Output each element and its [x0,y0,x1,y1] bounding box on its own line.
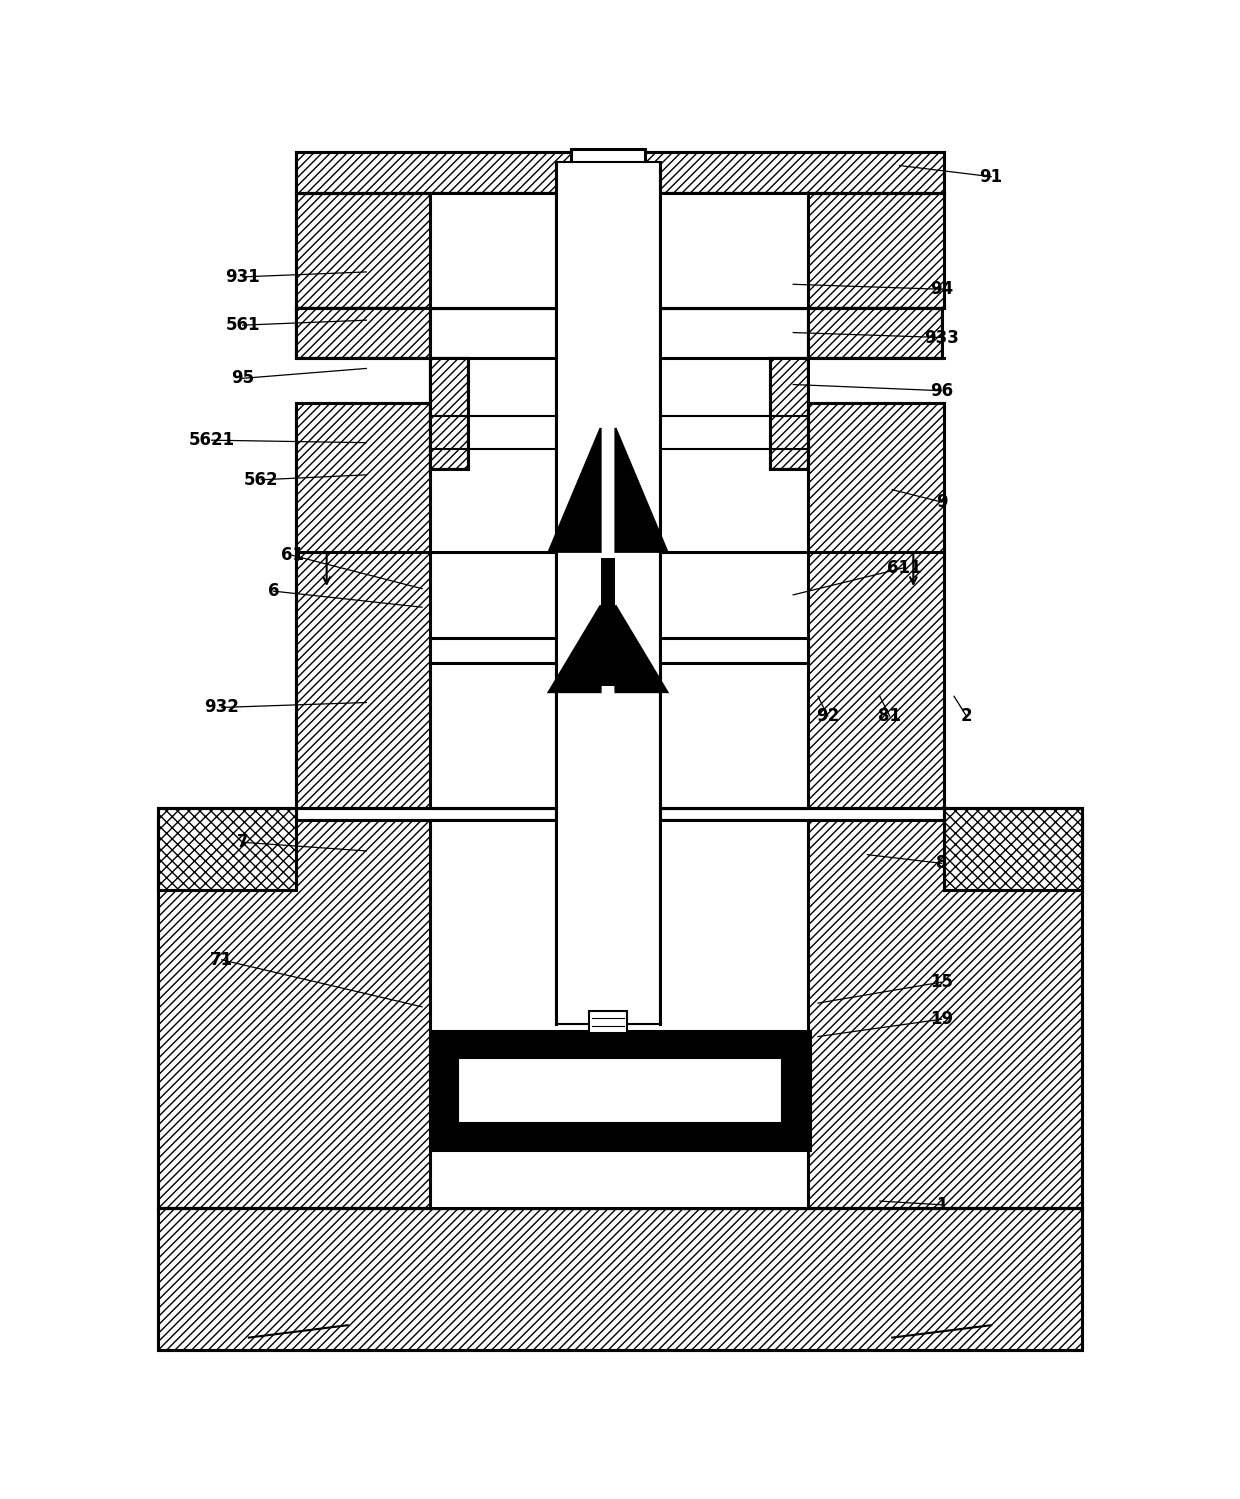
Bar [807,309,942,358]
Bar [770,358,807,469]
Bar [430,358,467,469]
Bar [430,358,467,469]
Bar [295,403,945,808]
Bar [295,309,430,358]
Polygon shape [615,429,667,552]
Text: 94: 94 [930,280,954,298]
Bar [600,558,615,687]
Text: 19: 19 [930,1010,954,1028]
Bar [575,154,640,190]
Bar [295,193,945,309]
Bar [430,820,807,1208]
Bar [467,358,770,469]
Polygon shape [548,429,600,552]
Text: 931: 931 [226,268,260,286]
Bar [157,808,295,890]
Bar [945,808,1083,890]
Bar [430,1030,810,1150]
Bar [157,820,1083,1208]
Bar [770,358,807,469]
Text: 7: 7 [237,833,248,851]
Bar [295,151,945,193]
Text: 6: 6 [268,582,279,600]
Bar [157,820,1083,1208]
Bar [807,309,942,358]
Bar [157,808,295,890]
Bar [430,639,807,663]
Bar [157,1208,1083,1351]
Bar [945,808,1083,890]
Bar [945,808,1083,890]
Bar [295,151,945,193]
Bar [430,358,467,469]
Bar [157,808,295,890]
Text: 561: 561 [226,316,260,334]
Bar [807,309,942,358]
Bar [430,403,807,808]
Bar [770,358,807,469]
Bar [570,148,645,193]
Bar [575,154,640,190]
Text: 95: 95 [231,369,254,387]
Bar [295,309,430,358]
Bar [295,193,945,309]
Text: 92: 92 [816,708,839,726]
Text: 81: 81 [878,708,901,726]
Text: 9: 9 [936,493,947,511]
Bar [430,193,807,309]
Polygon shape [548,606,600,693]
Text: 611: 611 [888,559,921,577]
Text: 8: 8 [936,854,947,872]
Text: 91: 91 [980,168,1003,186]
Bar [575,154,640,190]
Bar [807,309,942,358]
Bar [295,309,430,358]
Text: 15: 15 [930,973,954,991]
Text: 562: 562 [244,471,279,489]
Text: 71: 71 [210,950,233,968]
Bar [295,403,945,808]
Bar [458,1058,782,1123]
Bar [589,1010,626,1033]
Text: 933: 933 [924,328,959,346]
Bar [157,1208,1083,1351]
Bar [295,403,945,808]
Bar [295,151,945,193]
Polygon shape [615,606,667,693]
Bar [157,1208,1083,1351]
Bar [295,309,430,358]
Text: 96: 96 [930,382,954,400]
Bar [157,820,1083,1208]
Bar [295,193,945,309]
Bar [580,165,635,186]
Text: 932: 932 [205,699,239,717]
Text: 61: 61 [280,546,304,564]
Text: 2: 2 [961,708,972,726]
Text: 1: 1 [936,1196,947,1214]
Text: 5621: 5621 [188,432,234,450]
Bar [557,162,660,1024]
